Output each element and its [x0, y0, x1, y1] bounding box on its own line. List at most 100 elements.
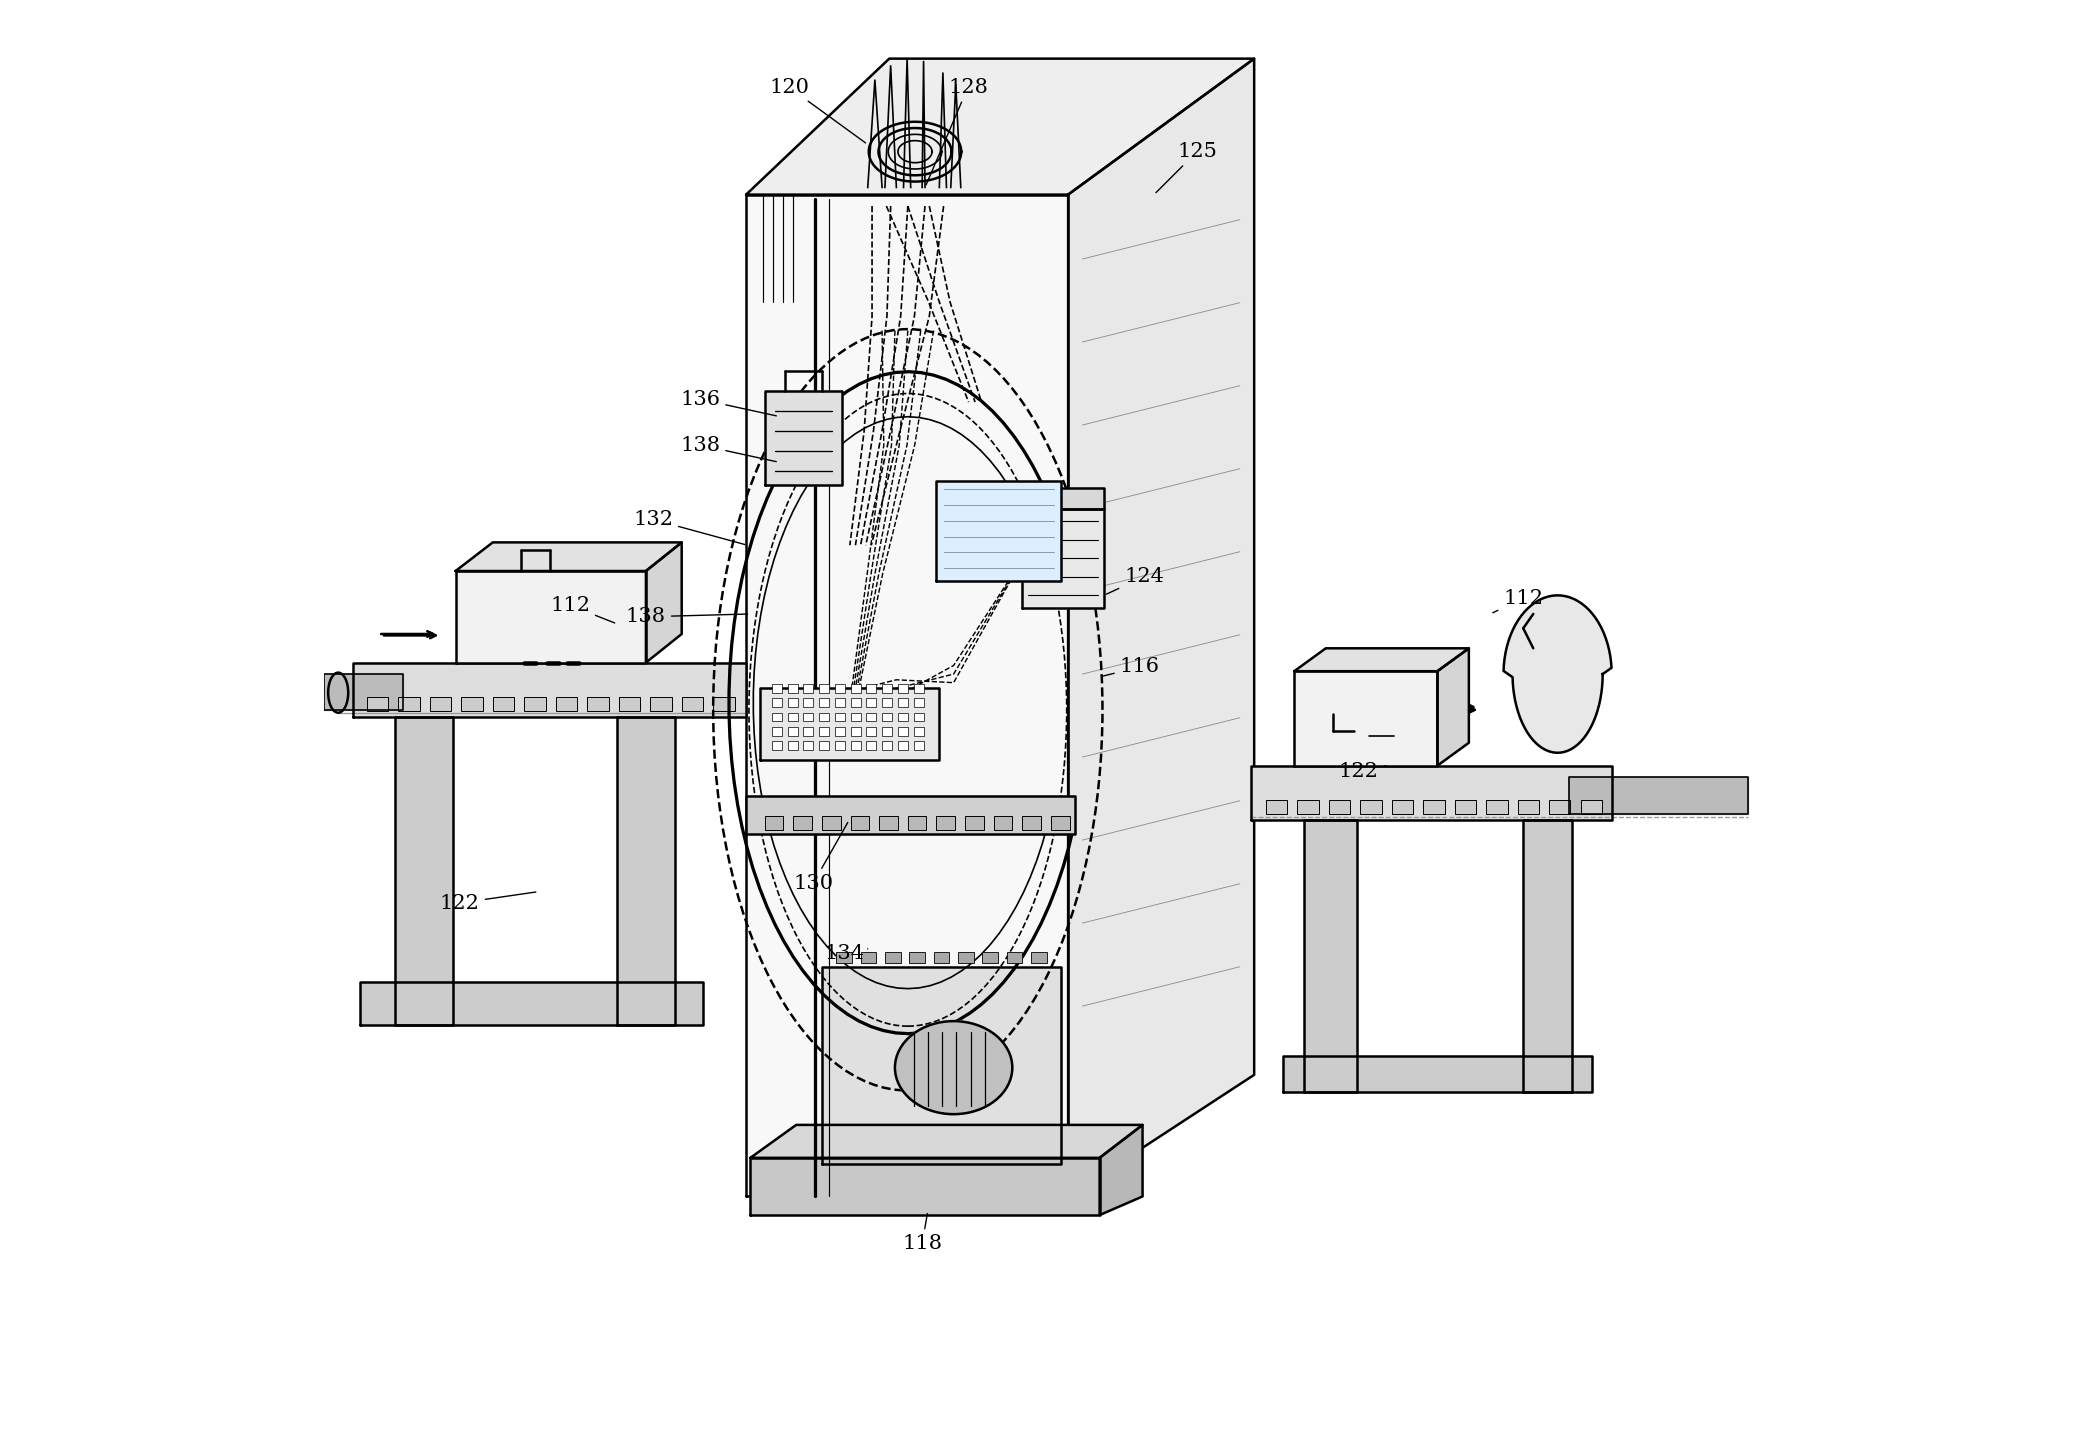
Polygon shape	[751, 1157, 1100, 1215]
Bar	[788, 713, 798, 721]
Bar	[881, 698, 892, 707]
Text: 112: 112	[1493, 589, 1543, 612]
Text: 122: 122	[441, 892, 536, 912]
Ellipse shape	[894, 1021, 1012, 1114]
Polygon shape	[765, 390, 842, 485]
Polygon shape	[617, 717, 674, 1025]
Polygon shape	[1437, 648, 1470, 766]
Bar	[909, 952, 925, 964]
Text: 122: 122	[1339, 761, 1387, 782]
Text: 132: 132	[634, 511, 744, 545]
Polygon shape	[1295, 671, 1437, 766]
Bar	[1486, 800, 1507, 815]
Bar	[794, 816, 813, 830]
Bar	[430, 697, 451, 711]
Polygon shape	[353, 663, 746, 717]
Bar	[1052, 816, 1069, 830]
Polygon shape	[1524, 820, 1572, 1091]
Bar	[651, 697, 672, 711]
Polygon shape	[1023, 509, 1104, 608]
Polygon shape	[360, 982, 703, 1025]
Polygon shape	[1304, 820, 1358, 1091]
Bar	[771, 713, 782, 721]
Bar	[898, 727, 909, 736]
Polygon shape	[761, 688, 940, 760]
Bar	[802, 684, 813, 693]
Polygon shape	[1295, 648, 1470, 671]
Bar	[881, 684, 892, 693]
Bar	[881, 727, 892, 736]
Polygon shape	[751, 1124, 1143, 1157]
Bar	[1518, 800, 1538, 815]
Text: 125: 125	[1156, 142, 1216, 192]
Polygon shape	[746, 195, 1069, 1196]
Text: 136: 136	[680, 390, 775, 416]
Bar	[836, 727, 844, 736]
Bar	[909, 816, 927, 830]
Bar	[836, 698, 844, 707]
Text: 128: 128	[925, 77, 988, 185]
Bar	[913, 684, 923, 693]
Text: 112: 112	[551, 597, 615, 622]
Polygon shape	[1100, 1124, 1143, 1215]
Text: 134: 134	[825, 944, 867, 962]
Bar	[881, 713, 892, 721]
Polygon shape	[1252, 766, 1611, 820]
Bar	[898, 741, 909, 750]
Bar	[765, 816, 784, 830]
Bar	[524, 697, 545, 711]
Polygon shape	[746, 796, 1075, 835]
Bar	[850, 684, 861, 693]
Bar	[836, 741, 844, 750]
Bar	[898, 684, 909, 693]
Bar	[493, 697, 514, 711]
Bar	[867, 684, 877, 693]
Polygon shape	[821, 968, 1060, 1163]
Bar	[819, 741, 830, 750]
Polygon shape	[746, 59, 1254, 195]
Bar	[1031, 952, 1046, 964]
Polygon shape	[324, 674, 403, 710]
Bar	[958, 952, 973, 964]
Bar	[850, 727, 861, 736]
Bar	[981, 952, 998, 964]
Bar	[850, 698, 861, 707]
Polygon shape	[1023, 488, 1104, 509]
Polygon shape	[1570, 777, 1748, 815]
Bar	[788, 727, 798, 736]
Bar	[861, 952, 877, 964]
Bar	[965, 816, 983, 830]
Bar	[850, 741, 861, 750]
Bar	[913, 727, 923, 736]
Text: 124: 124	[1106, 568, 1164, 594]
Bar	[771, 684, 782, 693]
Polygon shape	[936, 480, 1060, 581]
Bar	[867, 713, 877, 721]
Bar	[1360, 800, 1383, 815]
Bar	[936, 816, 954, 830]
Text: 116: 116	[1102, 657, 1160, 677]
Polygon shape	[647, 542, 682, 663]
Bar	[1006, 952, 1023, 964]
Bar	[620, 697, 640, 711]
Bar	[771, 698, 782, 707]
Bar	[913, 698, 923, 707]
Bar	[881, 741, 892, 750]
Bar	[366, 697, 389, 711]
Bar	[821, 816, 840, 830]
Bar	[682, 697, 703, 711]
Bar	[462, 697, 482, 711]
Bar	[879, 816, 898, 830]
Polygon shape	[1283, 1057, 1593, 1091]
Text: 138: 138	[626, 608, 748, 627]
Bar	[802, 698, 813, 707]
Bar	[1297, 800, 1318, 815]
Bar	[802, 741, 813, 750]
Text: 130: 130	[794, 823, 848, 892]
Bar	[836, 684, 844, 693]
Text: 120: 120	[769, 77, 865, 143]
Bar	[1580, 800, 1603, 815]
Bar	[713, 697, 734, 711]
Bar	[898, 713, 909, 721]
Bar	[836, 952, 852, 964]
